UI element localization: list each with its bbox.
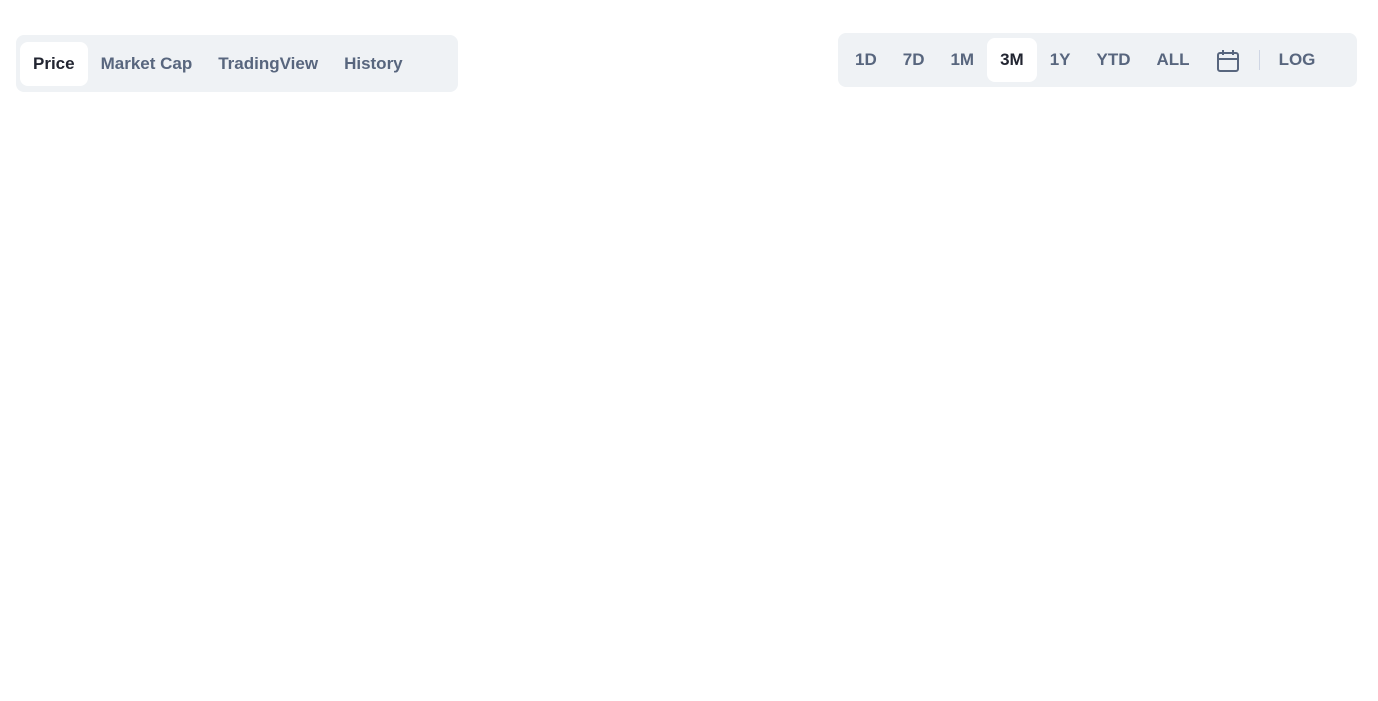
- calendar-button[interactable]: [1203, 38, 1253, 82]
- price-area: [72, 137, 1356, 583]
- range-button[interactable]: 3M: [987, 38, 1037, 82]
- y-tick-label: 275: [28, 618, 55, 635]
- y-tick-label: 475: [28, 210, 55, 227]
- plot: [70, 116, 1358, 673]
- y-tick-label: 450: [28, 261, 55, 278]
- y-tick-label: 400: [28, 363, 55, 380]
- y-tick-label: 375: [28, 414, 55, 431]
- baseline-box: [16, 570, 73, 595]
- range-button[interactable]: 1D: [855, 50, 877, 69]
- watermark-logo: [1132, 493, 1168, 529]
- tab-button[interactable]: Price: [20, 41, 88, 86]
- x-tick-label: Aug: [160, 681, 189, 698]
- log-button[interactable]: LOG: [1278, 50, 1316, 69]
- calendar-icon: [1216, 49, 1239, 72]
- range-button[interactable]: 7D: [902, 50, 925, 69]
- x-tick-label: 9: [284, 681, 292, 698]
- y-tick-label: 500: [28, 159, 55, 176]
- tab-button[interactable]: History: [344, 53, 403, 73]
- range-button[interactable]: 1Y: [1049, 50, 1071, 69]
- range-button[interactable]: 1M: [950, 50, 975, 69]
- x-tick-label: 9: [1154, 681, 1162, 698]
- price-line: [70, 136, 1358, 583]
- chart-tabs: Price Market Cap TradingView History: [16, 35, 458, 92]
- y-tick-label: 325: [28, 516, 55, 533]
- x-tick-label: Sep: [603, 681, 631, 698]
- separator: [1258, 50, 1260, 70]
- y-tick-label: 350: [28, 465, 55, 482]
- x-tick-label: 9: [726, 681, 734, 698]
- x-tick-label: 17: [836, 681, 853, 698]
- x-tick-label: 17: [1264, 681, 1281, 698]
- y-tick-label: 425: [28, 312, 55, 329]
- range-selector: 1D 7D 1M 3M 1Y YTD ALL LOG: [838, 33, 1357, 87]
- range-button[interactable]: YTD: [1096, 50, 1131, 69]
- x-tick-label: Oct: [1031, 681, 1056, 698]
- volume-area: [72, 591, 1356, 668]
- baseline-label: 297: [28, 574, 55, 591]
- range-button[interactable]: ALL: [1156, 50, 1190, 69]
- tab-button[interactable]: Market Cap: [100, 53, 193, 73]
- y-axis-label: USD: [25, 681, 57, 698]
- tab-button[interactable]: TradingView: [218, 53, 319, 73]
- x-tick-label: 17: [394, 681, 411, 698]
- watermark: CoinMarketCap: [1179, 500, 1333, 523]
- y-tick-label: 525: [28, 108, 55, 125]
